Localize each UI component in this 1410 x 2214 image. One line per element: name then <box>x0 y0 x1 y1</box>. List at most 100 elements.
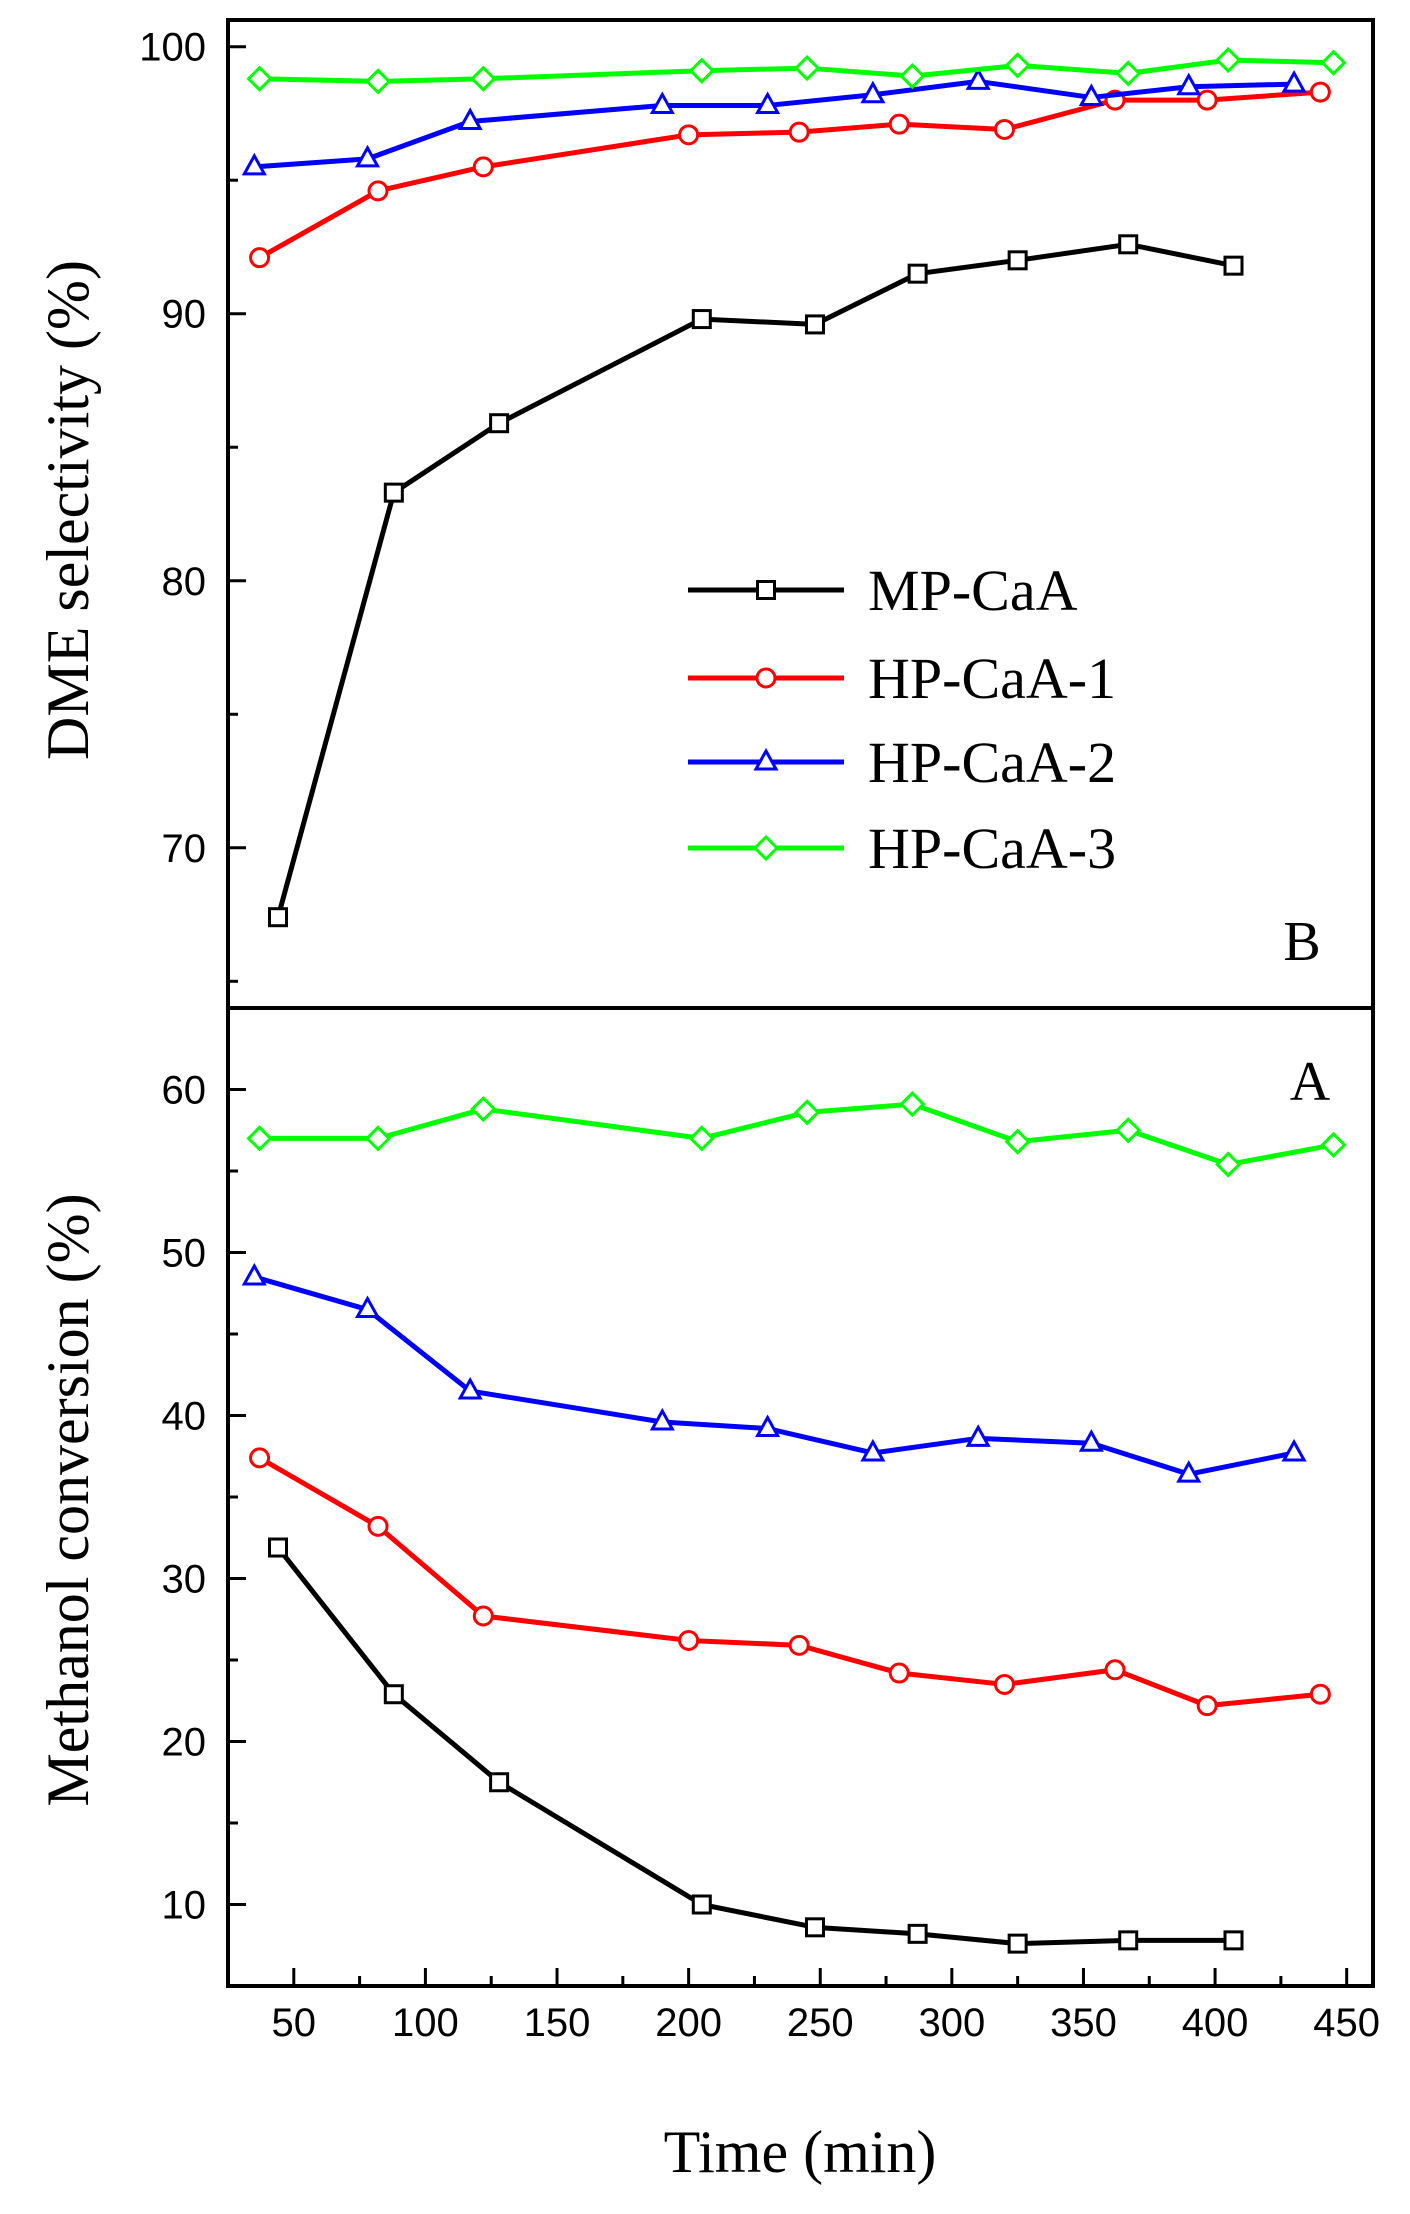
series-line <box>254 78 1295 170</box>
series-line <box>259 1101 1334 1167</box>
data-point <box>1104 1659 1126 1681</box>
y-tick-label: 20 <box>162 1721 207 1765</box>
data-point <box>691 309 712 330</box>
x-tick-label: 450 <box>1313 2001 1380 2045</box>
data-point <box>1118 234 1139 255</box>
data-point <box>472 156 494 178</box>
data-point <box>249 247 271 269</box>
data-point <box>1223 1930 1244 1951</box>
data-point <box>489 1772 510 1793</box>
series-hp-caa-1 <box>249 1447 1331 1717</box>
series-hp-caa-2 <box>241 67 1307 176</box>
series-line <box>258 1455 1321 1709</box>
data-point <box>383 482 404 503</box>
data-point <box>755 1414 781 1438</box>
data-point <box>993 1673 1015 1695</box>
series-line <box>259 57 1334 84</box>
data-point <box>489 413 510 434</box>
data-point <box>804 1917 825 1938</box>
legend-label: HP-CaA-2 <box>868 730 1116 795</box>
data-point <box>804 314 825 335</box>
data-point <box>649 91 675 114</box>
axis-titles: DME selectivity (%) Methanol conversion (… <box>35 260 936 2185</box>
legend-item: HP-CaA-1 <box>688 646 1116 711</box>
data-point <box>1196 1695 1218 1717</box>
y-tick-label: 80 <box>162 560 207 604</box>
x-tick-label: 300 <box>918 2001 985 2045</box>
legend-label: HP-CaA-1 <box>868 646 1116 711</box>
data-point <box>1223 255 1244 276</box>
data-point <box>1118 1930 1139 1951</box>
data-point <box>899 1091 926 1118</box>
panel-label: B <box>1283 911 1320 973</box>
x-tick-label: 150 <box>524 2001 591 2045</box>
data-point <box>965 1424 991 1447</box>
data-point <box>472 1605 494 1627</box>
data-point <box>1115 60 1142 87</box>
legend-item: MP-CaA <box>688 558 1078 623</box>
data-point <box>860 1438 886 1462</box>
data-point <box>649 1407 675 1431</box>
data-point <box>907 263 928 284</box>
series-mp-caa <box>268 1537 1244 1954</box>
data-point <box>367 1515 389 1537</box>
panel-a: 10 20 30 40 50 60 50 100 150 200 250 300 350 400 450 A <box>162 1006 1380 2045</box>
panel-label: A <box>1290 1051 1331 1113</box>
data-point <box>1007 1933 1028 1954</box>
data-point <box>888 113 910 135</box>
data-point <box>364 68 392 95</box>
data-point <box>793 54 821 82</box>
data-point <box>268 1537 289 1558</box>
x-tick-label: 100 <box>392 2001 459 2045</box>
data-point <box>1004 52 1031 79</box>
legend-label: MP-CaA <box>868 558 1078 623</box>
data-point <box>888 1662 910 1684</box>
data-point <box>1115 1117 1142 1144</box>
data-point <box>788 121 810 143</box>
y-tick-label: 10 <box>162 1884 207 1928</box>
series-hp-caa-3 <box>246 1091 1347 1178</box>
data-point <box>755 91 781 114</box>
y-tick-label: 50 <box>162 1232 207 1276</box>
y-tick-label: 60 <box>162 1069 207 1113</box>
y-axis-title-b: DME selectivity (%) <box>35 260 101 760</box>
data-point <box>457 107 483 130</box>
data-point <box>354 1295 381 1319</box>
legend-marker <box>752 834 780 862</box>
data-point <box>860 80 886 104</box>
series-line <box>258 89 1321 260</box>
data-point <box>470 65 497 92</box>
legend-item: HP-CaA-2 <box>688 730 1116 795</box>
data-point <box>383 1684 404 1705</box>
data-point <box>241 152 267 176</box>
legend-marker <box>756 580 776 600</box>
legend: MP-CaA HP-CaA-1 HP-CaA-2 HP-CaA-3 <box>688 558 1116 881</box>
data-point <box>1309 81 1331 103</box>
data-point <box>678 124 700 146</box>
data-point <box>1320 49 1347 76</box>
data-point <box>1215 46 1242 74</box>
data-point <box>1078 83 1104 106</box>
series-hp-caa-2 <box>241 1262 1307 1483</box>
data-point <box>793 1099 821 1126</box>
series-mp-caa <box>268 234 1244 928</box>
y-tick-label: 100 <box>139 26 206 70</box>
data-point <box>1281 69 1307 93</box>
series-hp-caa-3 <box>246 46 1347 95</box>
data-point <box>249 1447 271 1469</box>
data-point <box>354 144 381 168</box>
data-point <box>241 1262 267 1286</box>
data-point <box>691 1894 712 1915</box>
data-point <box>1196 89 1218 111</box>
data-point <box>899 62 926 90</box>
x-axis-title: Time (min) <box>664 2119 937 2185</box>
x-tick-label: 200 <box>655 2001 722 2045</box>
y-axis-title-a: Methanol conversion (%) <box>35 1193 101 1806</box>
data-point <box>1078 1429 1104 1452</box>
data-point <box>1176 72 1202 96</box>
data-point <box>993 118 1015 140</box>
x-tick-label: 50 <box>272 2001 317 2045</box>
data-point <box>1004 1128 1031 1155</box>
data-point <box>367 180 389 202</box>
series-line <box>253 1274 1295 1477</box>
